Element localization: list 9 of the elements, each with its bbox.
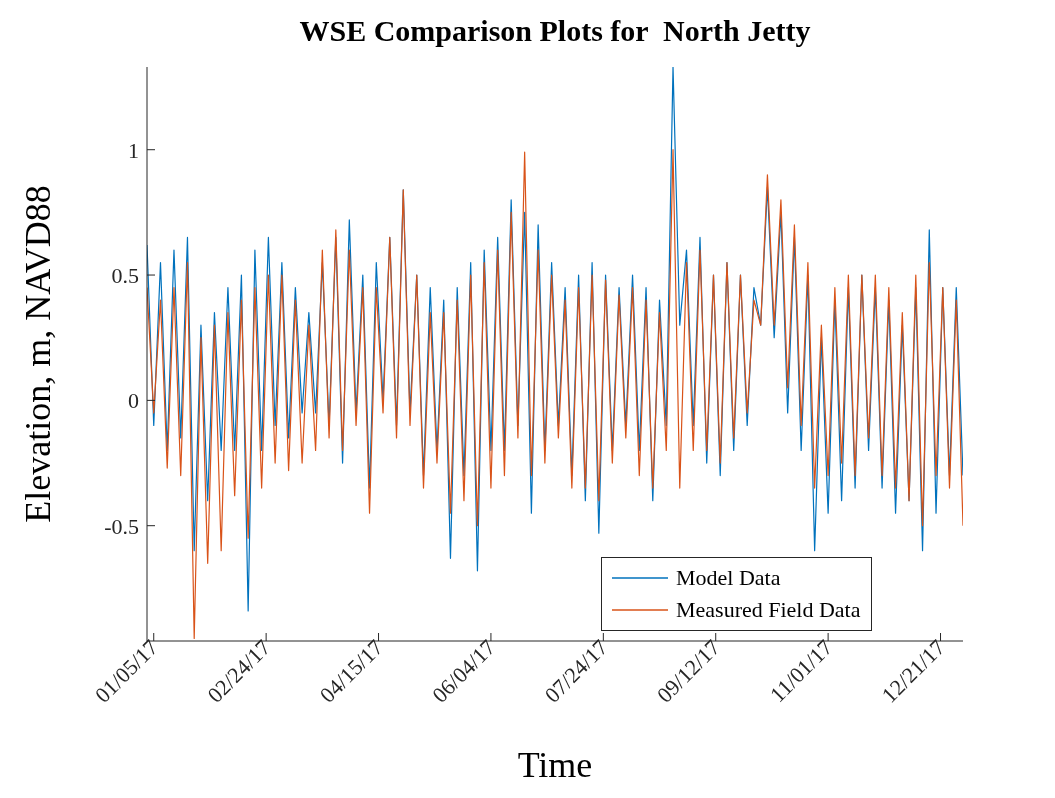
- y-tick-label: 1: [128, 137, 139, 163]
- y-tick-label: 0: [128, 388, 139, 414]
- chart-title: WSE Comparison Plots for North Jetty: [298, 14, 812, 48]
- y-tick-label: 0.5: [111, 262, 139, 288]
- y-tick-label: -0.5: [104, 513, 139, 539]
- y-axis-title: Elevation, m, NAVD88: [17, 185, 59, 523]
- x-axis-title: Time: [516, 744, 594, 786]
- legend-label: Measured Field Data: [676, 596, 861, 624]
- legend-label: Model Data: [676, 564, 781, 592]
